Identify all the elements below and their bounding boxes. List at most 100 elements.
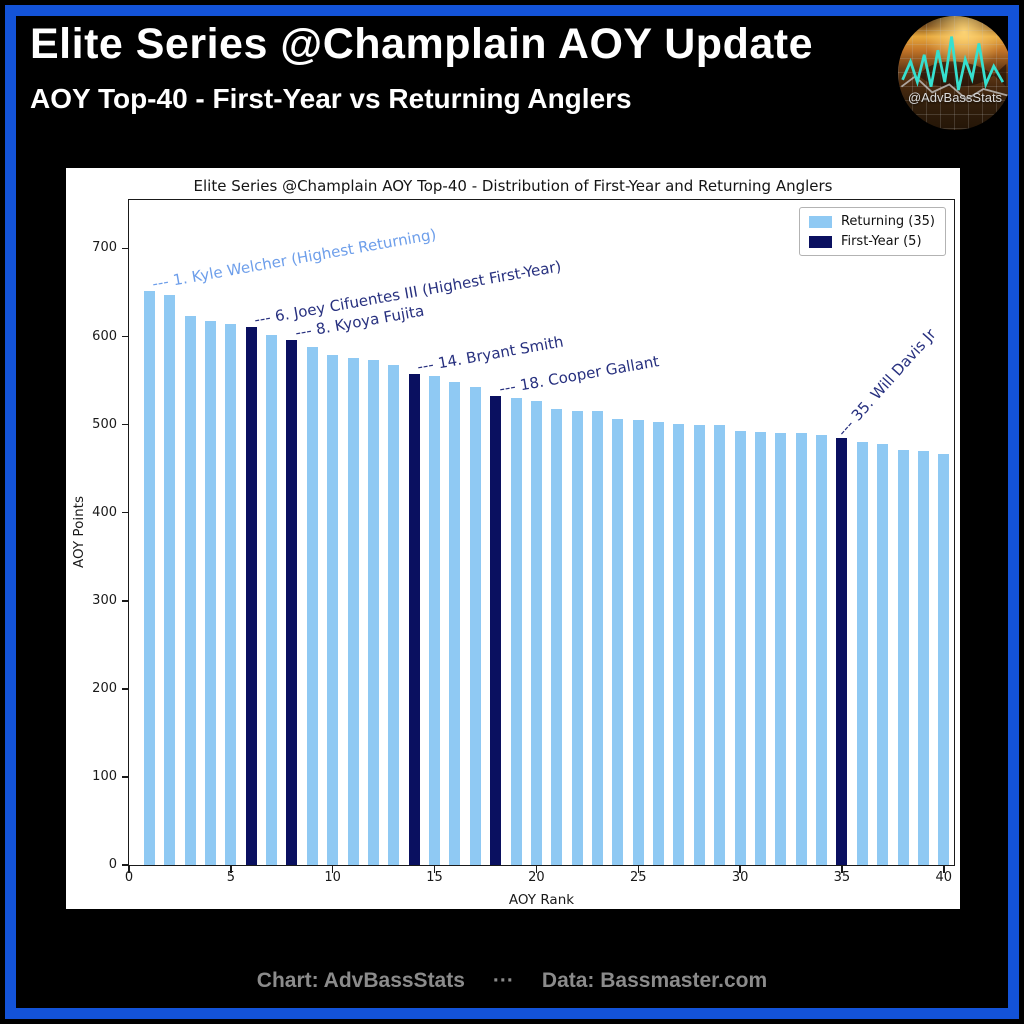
bar-rank-25 xyxy=(632,420,644,865)
x-tick-label: 15 xyxy=(426,870,443,885)
x-tick-label: 5 xyxy=(226,870,235,885)
bar-rank-14 xyxy=(408,374,420,865)
bar-rank-17 xyxy=(469,386,481,865)
bar-rank-13 xyxy=(388,364,400,865)
chart-figure: Elite Series @Champlain AOY Top-40 - Dis… xyxy=(66,168,960,909)
x-tick-label: 20 xyxy=(528,870,545,885)
bar-rank-30 xyxy=(734,430,746,865)
x-tick-label: 30 xyxy=(731,870,749,885)
legend-swatch-icon xyxy=(808,215,832,228)
bar-rank-23 xyxy=(592,411,603,865)
bar-rank-24 xyxy=(612,419,624,865)
bar-rank-11 xyxy=(347,357,359,865)
y-tick xyxy=(122,688,129,690)
x-tick-label: 40 xyxy=(935,870,953,885)
bar-rank-10 xyxy=(327,355,339,865)
bar-rank-9 xyxy=(306,347,318,865)
bar-rank-32 xyxy=(775,432,787,865)
credits-footer: Chart: AdvBassStats ··· Data: Bassmaster… xyxy=(0,969,1024,993)
bar-rank-34 xyxy=(816,435,828,865)
annotation-rank-14: --- 14. Bryant Smith xyxy=(416,332,565,377)
x-tick xyxy=(433,865,436,873)
bar-rank-39 xyxy=(917,451,929,865)
bar-rank-26 xyxy=(653,421,665,865)
chart-title: Elite Series @Champlain AOY Top-40 - Dis… xyxy=(193,177,833,195)
plot-area: AOY Points AOY Rank Returning (35) First-… xyxy=(71,199,955,908)
y-tick xyxy=(122,247,129,250)
logo-handle: @AdvBassStats xyxy=(907,90,1003,105)
x-tick xyxy=(128,865,130,873)
bar-rank-3 xyxy=(184,316,196,865)
x-tick-label: 10 xyxy=(324,870,341,885)
y-axis-label: AOY Points xyxy=(71,496,87,569)
bar-rank-38 xyxy=(897,450,909,865)
bar-rank-35 xyxy=(836,437,848,865)
x-tick xyxy=(841,865,843,873)
y-tick-label: 400 xyxy=(92,504,117,520)
bar-rank-37 xyxy=(877,443,889,865)
bar-rank-18 xyxy=(490,396,502,865)
page-subtitle: AOY Top-40 - First-Year vs Returning Ang… xyxy=(30,83,632,114)
legend-entry: Returning (35) xyxy=(808,214,935,229)
bar-rank-4 xyxy=(204,320,216,865)
x-tick-label: 25 xyxy=(629,870,647,885)
y-tick-label: 100 xyxy=(92,768,117,784)
bar-rank-21 xyxy=(551,408,563,865)
x-tick xyxy=(230,865,232,873)
chart-credit: Chart: AdvBassStats xyxy=(256,969,465,992)
bar-rank-12 xyxy=(367,360,379,865)
logo-art xyxy=(900,36,1009,101)
credit-separator-icon: ··· xyxy=(492,969,514,992)
y-tick xyxy=(122,511,129,514)
bar-rank-27 xyxy=(673,423,685,865)
legend-label: First-Year (5) xyxy=(840,234,922,249)
annotation-rank-35: --- 35. Will Davis Jr xyxy=(833,324,940,440)
bar-rank-8 xyxy=(286,340,298,865)
bar-rank-20 xyxy=(530,400,542,865)
bar-rank-28 xyxy=(693,424,705,865)
y-tick-label: 300 xyxy=(92,592,117,608)
bar-rank-15 xyxy=(429,376,441,865)
y-tick-label: 0 xyxy=(108,857,117,872)
y-tick xyxy=(122,423,129,426)
bar-rank-33 xyxy=(795,433,807,865)
bar-rank-19 xyxy=(510,398,522,865)
legend-swatch-icon xyxy=(808,235,832,248)
x-tick xyxy=(637,865,639,873)
bar-rank-7 xyxy=(266,334,278,865)
bar-rank-22 xyxy=(571,410,583,865)
x-tick-label: 0 xyxy=(124,870,134,885)
bar-rank-40 xyxy=(938,453,950,865)
data-credit: Data: Bassmaster.com xyxy=(541,969,768,992)
x-axis-label: AOY Rank xyxy=(508,892,575,908)
bar-rank-29 xyxy=(714,425,726,865)
x-tick xyxy=(943,865,945,873)
bar-rank-2 xyxy=(164,295,176,865)
y-tick-label: 700 xyxy=(92,240,117,256)
waveform-icon xyxy=(901,36,1005,91)
x-tick xyxy=(535,865,538,873)
bar-rank-6 xyxy=(245,326,257,865)
y-tick xyxy=(122,335,129,338)
page-title: Elite Series @Champlain AOY Update xyxy=(30,20,813,68)
legend-label: Returning (35) xyxy=(840,214,935,229)
bar-rank-1 xyxy=(143,290,155,865)
y-tick xyxy=(122,600,129,602)
y-tick-label: 500 xyxy=(92,416,117,432)
bar-rank-36 xyxy=(856,442,868,865)
bar-rank-16 xyxy=(449,382,461,865)
y-tick xyxy=(122,864,129,866)
annotation-rank-18: --- 18. Cooper Gallant xyxy=(497,352,661,399)
annotation-rank-1: --- 1. Kyle Welcher (Highest Returning) xyxy=(151,224,438,293)
y-tick-label: 600 xyxy=(92,328,117,344)
bar-rank-31 xyxy=(754,431,766,865)
legend-entry: First-Year (5) xyxy=(808,234,935,249)
legend: Returning (35) First-Year (5) xyxy=(798,207,946,256)
y-tick xyxy=(122,776,129,778)
y-tick-label: 200 xyxy=(92,680,117,696)
x-tick xyxy=(739,865,741,873)
bar-rank-5 xyxy=(225,324,237,865)
advbassstats-logo: @AdvBassStats xyxy=(898,16,1012,130)
x-tick-label: 35 xyxy=(833,870,851,885)
